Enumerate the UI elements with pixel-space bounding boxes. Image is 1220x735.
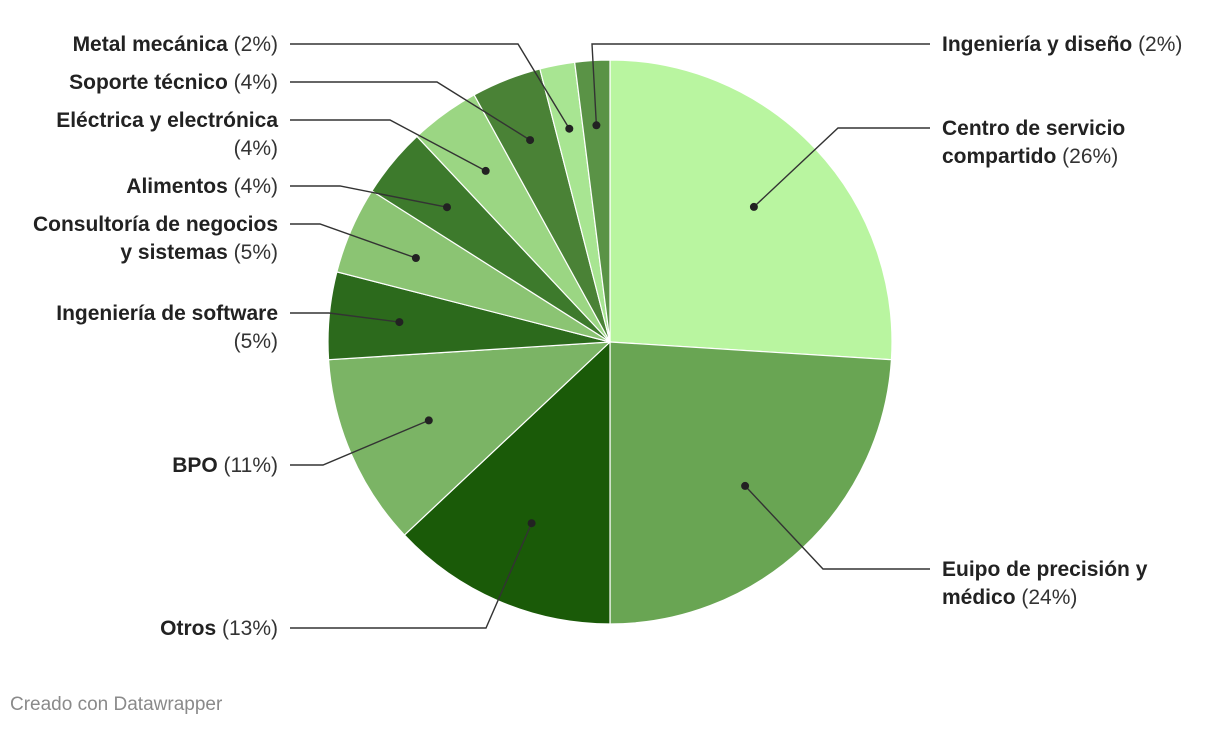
leader-dot bbox=[527, 519, 536, 528]
leader-dot bbox=[741, 481, 750, 490]
leader-dot bbox=[526, 136, 535, 145]
leader-line bbox=[290, 419, 430, 466]
slice-labels: Centro de servicio compartido (26%) Euipo … bbox=[33, 33, 1182, 640]
leader-line bbox=[290, 43, 570, 130]
leader-line bbox=[290, 81, 531, 141]
leader-dot bbox=[424, 416, 433, 425]
leader-dot bbox=[443, 203, 451, 212]
leader-line bbox=[290, 119, 487, 172]
slice-label: Centro de servicio compartido (26%) bbox=[942, 117, 1125, 168]
leader-dot bbox=[395, 318, 404, 327]
leader-dot bbox=[749, 202, 758, 211]
slice-label: Ingeniería y diseño (2%) bbox=[942, 33, 1182, 56]
leader-dot bbox=[411, 254, 420, 262]
slice-label: Eléctrica y electrónica (4%) bbox=[56, 109, 278, 160]
pie-slice bbox=[609, 341, 893, 625]
leader-dot bbox=[592, 121, 601, 130]
pie-slices bbox=[327, 59, 893, 625]
leader-line bbox=[591, 43, 930, 126]
leader-line bbox=[290, 312, 400, 323]
leader-line bbox=[744, 485, 930, 570]
slice-label: Euipo de precisión y médico (24%) bbox=[942, 558, 1148, 609]
slice-label: Soporte técnico (4%) bbox=[69, 71, 278, 94]
leader-line bbox=[290, 522, 533, 629]
footer-credit: Creado con Datawrapper bbox=[10, 694, 223, 715]
leader-dot bbox=[565, 124, 574, 133]
slice-label: BPO (11%) bbox=[172, 454, 278, 477]
leader-line bbox=[753, 127, 930, 208]
slice-label: Otros (13%) bbox=[160, 617, 278, 640]
pie-slice bbox=[609, 59, 893, 361]
slice-label: Alimentos (4%) bbox=[126, 175, 278, 198]
leader-line bbox=[290, 223, 417, 259]
leader-line bbox=[290, 185, 448, 208]
leader-lines bbox=[290, 43, 930, 629]
pie-slice bbox=[327, 341, 612, 536]
slice-label: Ingeniería de software (5%) bbox=[56, 302, 278, 353]
slice-label: Consultoría de negocios y sistemas (5%) bbox=[33, 213, 278, 264]
slice-label: Metal mecánica (2%) bbox=[73, 33, 278, 56]
leader-dot bbox=[481, 166, 490, 175]
